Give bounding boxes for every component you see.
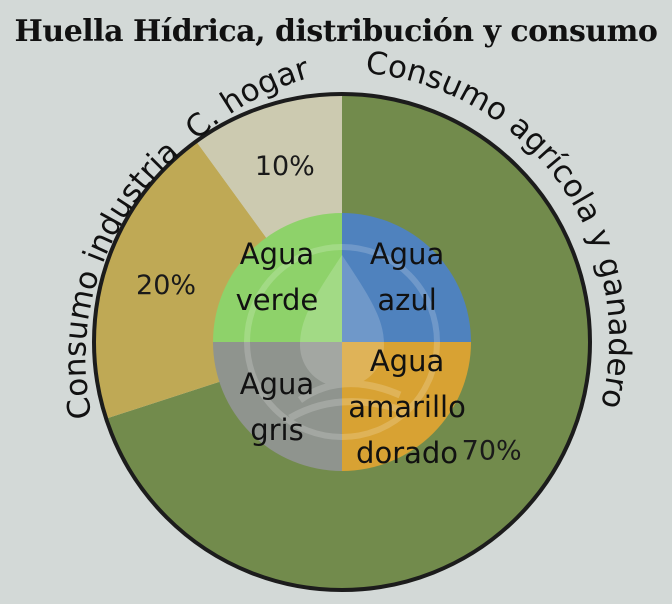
chart-title: Huella Hídrica, distribución y consumo <box>14 14 658 49</box>
inner-slice-3 <box>213 342 342 471</box>
inner-slice-label-4: Agua verde <box>236 237 319 317</box>
water-drop-logo <box>244 244 440 440</box>
inner-slice-2 <box>342 342 471 471</box>
outer-ring-border <box>92 92 592 592</box>
inner-slice-label-3: Agua gris <box>240 367 314 447</box>
inner-slice-label-2: Agua amarillo dorado <box>348 344 466 470</box>
outer-slice-value-label-3: 10% <box>255 151 315 182</box>
outer-slice-value-label-2: 20% <box>136 270 196 301</box>
inner-slice-4 <box>213 213 342 342</box>
outer-slice-value-label-1: 70% <box>462 436 522 467</box>
inner-slice-1 <box>342 213 471 342</box>
inner-slice-label-1: Agua azul <box>370 237 444 317</box>
